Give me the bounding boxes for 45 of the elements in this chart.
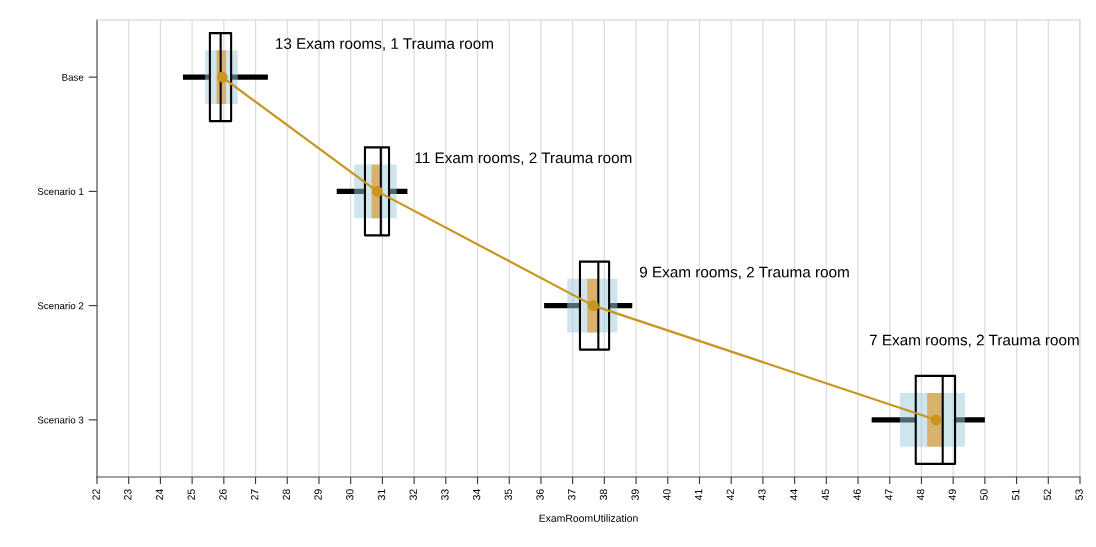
x-tick-label: 35 <box>504 489 513 500</box>
x-tick-label: 51 <box>1012 489 1020 500</box>
x-tick-label: 26 <box>219 489 227 500</box>
y-tick-label: Scenario 1 <box>37 187 84 195</box>
x-tick-label: 22 <box>92 489 100 500</box>
annotation: 11 Exam rooms, 2 Trauma room <box>415 152 632 166</box>
x-tick-label: 46 <box>853 489 861 501</box>
x-tick-label: 27 <box>250 489 259 500</box>
point <box>216 71 228 83</box>
x-tick-label: 44 <box>790 489 798 501</box>
y-tick-label: Scenario 2 <box>37 302 84 310</box>
annotation: 9 Exam rooms, 2 Trauma room <box>639 266 849 280</box>
x-tick-label: 52 <box>1043 489 1052 500</box>
y-tick-label: Base <box>62 73 84 81</box>
x-tick-label: 29 <box>314 489 322 500</box>
x-tick-label: 42 <box>726 489 734 501</box>
x-tick-label: 53 <box>1075 489 1083 500</box>
x-tick-label: 36 <box>536 489 544 500</box>
x-tick-label: 45 <box>821 489 830 501</box>
x-tick-label: 24 <box>155 489 164 500</box>
x-tick-label: 28 <box>282 489 291 500</box>
x-tick-label: 40 <box>663 489 671 501</box>
x-tick-label: 37 <box>568 489 576 500</box>
x-tick-label: 34 <box>472 489 481 500</box>
x-tick-label: 25 <box>187 489 195 500</box>
x-tick-label: 47 <box>885 489 893 501</box>
x-tick-label: 32 <box>409 489 417 500</box>
x-tick-label: 49 <box>948 489 956 501</box>
x-tick-label: 38 <box>599 489 608 500</box>
annotation: 7 Exam rooms, 2 Trauma room <box>869 334 1079 348</box>
x-tick-label: 48 <box>916 489 925 501</box>
point <box>930 414 942 426</box>
x-tick-label: 30 <box>346 489 354 500</box>
point <box>371 186 383 197</box>
x-tick-label: 41 <box>695 489 703 501</box>
annotation: 13 Exam rooms, 1 Trauma room <box>276 38 493 51</box>
y-tick-label: Scenario 3 <box>37 416 84 424</box>
x-tick-label: 33 <box>441 489 449 500</box>
x-tick-label: 31 <box>377 489 386 500</box>
x-axis-title: ExamRoomUtilization <box>539 514 638 522</box>
x-tick-label: 23 <box>124 489 132 500</box>
x-tick-label: 39 <box>631 489 639 500</box>
x-tick-label: 50 <box>980 489 988 500</box>
point <box>587 300 599 311</box>
x-tick-label: 43 <box>758 489 766 501</box>
